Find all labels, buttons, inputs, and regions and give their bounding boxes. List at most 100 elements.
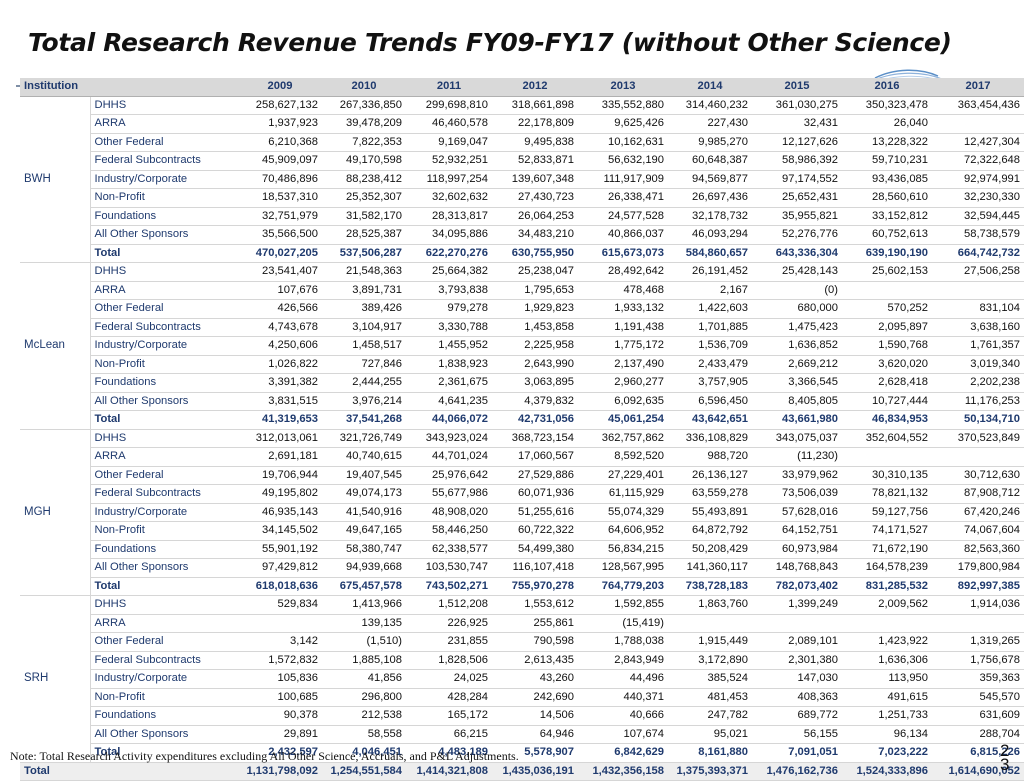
value-cell: 8,592,520 (578, 447, 668, 467)
table-row: Non-Profit 1,026,822 727,846 1,838,923 2,643… (20, 355, 1024, 374)
value-cell: 28,525,387 (322, 225, 406, 245)
category-cell: Foundations (89, 373, 238, 393)
value-cell: 680,000 (752, 299, 842, 319)
value-cell: 643,336,304 (752, 244, 842, 263)
value-cell: 27,506,258 (932, 262, 1024, 282)
value-cell: 8,405,805 (752, 392, 842, 411)
value-cell: 103,530,747 (406, 558, 492, 578)
value-cell: 44,066,072 (406, 410, 492, 430)
value-cell: 4,641,235 (406, 392, 492, 411)
value-cell: 93,436,085 (842, 170, 932, 189)
table-row: Industry/Corporate 46,935,143 41,540,916 48… (20, 503, 1024, 522)
value-cell: 60,973,984 (752, 540, 842, 559)
value-cell: 30,712,630 (932, 466, 1024, 485)
value-cell: 52,276,776 (752, 225, 842, 245)
value-cell: 27,229,401 (578, 466, 668, 485)
value-cell: 46,093,294 (668, 225, 752, 245)
value-cell: 28,492,642 (578, 262, 668, 282)
category-cell: ARRA (89, 281, 238, 300)
value-cell: 12,427,304 (932, 133, 1024, 152)
value-cell: 3,391,382 (238, 373, 322, 393)
value-cell: 470,027,205 (238, 244, 322, 263)
category-cell: Other Federal (89, 133, 238, 152)
value-cell: 1,453,858 (492, 318, 578, 337)
page-number: 2 3 (1000, 742, 1009, 773)
category-cell: Foundations (89, 706, 238, 726)
value-cell: 56,834,215 (578, 540, 668, 559)
value-cell: 4,250,606 (238, 336, 322, 356)
value-cell: 31,582,170 (322, 207, 406, 226)
value-cell: 3,104,917 (322, 318, 406, 337)
value-cell: 52,833,871 (492, 151, 578, 171)
value-cell: 1,636,852 (752, 336, 842, 356)
value-cell: 2,167 (668, 281, 752, 300)
value-cell: 32,751,979 (238, 207, 322, 226)
value-cell: 116,107,418 (492, 558, 578, 578)
value-cell: 64,606,952 (578, 521, 668, 541)
value-cell: 385,524 (668, 669, 752, 689)
value-cell: 1,422,603 (668, 299, 752, 319)
value-cell: 231,855 (406, 632, 492, 652)
value-cell: 2,432,597 (238, 743, 322, 763)
value-cell: 88,238,412 (322, 170, 406, 189)
value-cell: 49,647,165 (322, 521, 406, 541)
value-cell: 4,743,678 (238, 318, 322, 337)
value-cell: 165,172 (406, 706, 492, 726)
value-cell: 1,423,922 (842, 632, 932, 652)
value-cell: 2,628,418 (842, 373, 932, 393)
table-row: Other Federal 3,142 (1,510) 231,855 790,598 1… (20, 632, 1024, 652)
value-cell: 58,380,747 (322, 540, 406, 559)
value-cell: 28,313,817 (406, 207, 492, 226)
value-cell: 61,115,929 (578, 484, 668, 504)
revenue-table: Institution 2009 2010 2011 2012 2013 201… (20, 78, 1024, 781)
value-cell: 6,815,226 (932, 743, 1024, 763)
value-cell: 70,486,896 (238, 170, 322, 189)
value-cell: 368,723,154 (492, 429, 578, 448)
value-cell: 689,772 (752, 706, 842, 726)
value-cell: 43,260 (492, 669, 578, 689)
category-cell: Total (89, 410, 238, 430)
value-cell: 41,319,653 (238, 410, 322, 430)
value-cell: 2,225,958 (492, 336, 578, 356)
value-cell: 8,161,880 (668, 743, 752, 763)
value-cell: 46,935,143 (238, 503, 322, 522)
value-cell: 25,652,431 (752, 188, 842, 208)
value-cell: 1,191,438 (578, 318, 668, 337)
grand-total-value-cell: 1,375,393,371 (668, 761, 752, 781)
value-cell: 1,636,306 (842, 651, 932, 670)
value-cell: 27,430,723 (492, 188, 578, 208)
table-row: Other Federal 426,566 389,426 979,278 1,929,… (20, 299, 1024, 319)
value-cell: 212,538 (322, 706, 406, 726)
table-row: Non-Profit 34,145,502 49,647,165 58,446,250… (20, 521, 1024, 541)
category-cell: Industry/Corporate (89, 503, 238, 522)
value-cell: 1,572,832 (238, 651, 322, 670)
value-cell: 97,429,812 (238, 558, 322, 578)
value-cell: 2,691,181 (238, 447, 322, 467)
value-cell: 107,674 (578, 725, 668, 744)
table-row: Federal Subcontracts 4,743,678 3,104,917 3,… (20, 318, 1024, 337)
institution-cell: MGH (20, 429, 91, 596)
value-cell: 1,933,132 (578, 299, 668, 319)
value-cell: 64,946 (492, 725, 578, 744)
category-cell: Total (89, 577, 238, 596)
value-cell: 94,939,668 (322, 558, 406, 578)
category-cell: Industry/Corporate (89, 669, 238, 689)
table-row: Federal Subcontracts 1,572,832 1,885,108 1,… (20, 651, 1024, 670)
value-cell: 892,997,385 (932, 577, 1024, 596)
value-cell: 9,495,838 (492, 133, 578, 152)
value-cell: 321,726,749 (322, 429, 406, 448)
category-cell: All Other Sponsors (89, 725, 238, 744)
table-row: SRH DHHS 529,834 1,413,966 1,512,208 1,553,61… (20, 595, 1024, 763)
value-cell: 17,060,567 (492, 447, 578, 467)
value-cell: 428,284 (406, 688, 492, 707)
category-cell: All Other Sponsors (89, 392, 238, 411)
value-cell: 440,371 (578, 688, 668, 707)
category-cell: Federal Subcontracts (89, 651, 238, 670)
value-cell: 60,722,322 (492, 521, 578, 541)
value-cell: 408,363 (752, 688, 842, 707)
value-cell: 4,379,832 (492, 392, 578, 411)
value-cell: 7,822,353 (322, 133, 406, 152)
table-row: Other Federal 6,210,368 7,822,353 9,169,047… (20, 133, 1024, 152)
value-cell: 545,570 (932, 688, 1024, 707)
value-cell: 2,843,949 (578, 651, 668, 670)
